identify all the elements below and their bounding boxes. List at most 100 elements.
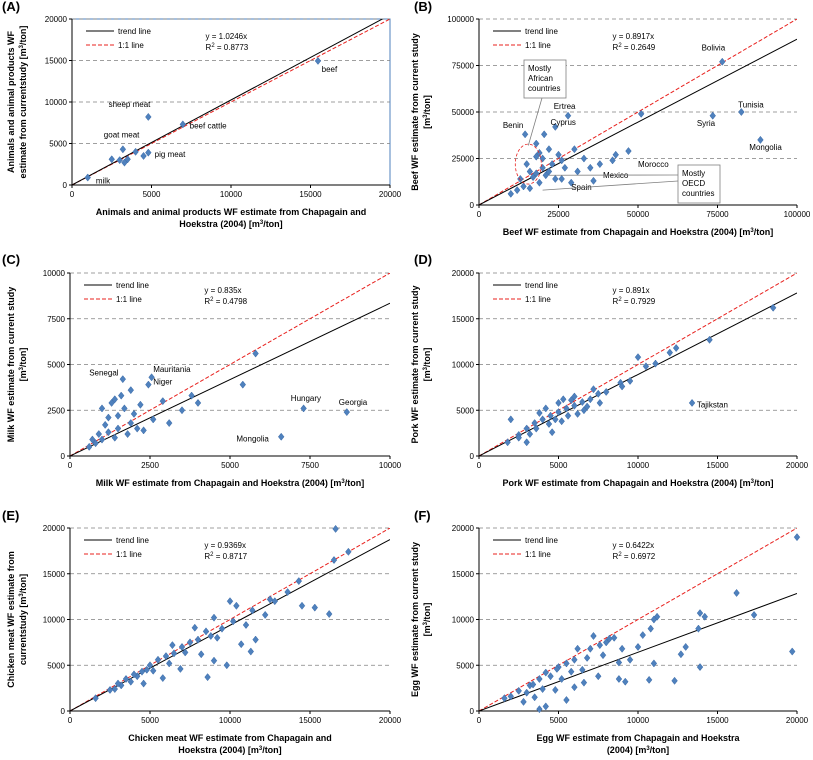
data-point-diamond-marker xyxy=(517,174,524,183)
trend-equation: y = 1.0246x xyxy=(206,32,248,41)
data-point-diamond-marker xyxy=(242,620,250,629)
data-point-diamond-marker xyxy=(547,672,554,681)
data-point-diamond-marker xyxy=(696,663,704,672)
data-point-diamond-marker xyxy=(596,398,604,407)
data-point-diamond-marker xyxy=(197,650,205,659)
data-point-diamond-marker xyxy=(750,610,758,619)
point-annotation: Georgia xyxy=(339,398,368,407)
data-point-diamond-marker xyxy=(105,413,112,422)
data-point-diamond-marker xyxy=(579,398,586,407)
y-tick-label: 75000 xyxy=(452,62,475,71)
point-annotation: Mauritania xyxy=(153,365,191,374)
point-annotation: Bolivia xyxy=(702,44,726,53)
callout-text: African xyxy=(528,74,553,83)
data-point-diamond-marker xyxy=(580,406,588,415)
panel-label: (D) xyxy=(414,252,432,267)
data-point-diamond-marker xyxy=(612,150,619,159)
data-point-diamond-marker xyxy=(647,624,654,633)
y-axis-label: Pork WF estimate from current study xyxy=(410,285,420,443)
data-point-diamond-marker xyxy=(114,424,122,433)
data-point-diamond-marker xyxy=(271,597,279,606)
data-point-diamond-marker xyxy=(533,169,540,178)
data-point-diamond-marker xyxy=(314,56,322,65)
y-tick-label: 10000 xyxy=(452,616,475,625)
data-point-diamond-marker xyxy=(188,391,195,400)
data-point-diamond-marker xyxy=(127,677,135,686)
data-point-diamond-marker xyxy=(574,409,581,418)
data-point-diamond-marker xyxy=(121,404,128,413)
data-point-diamond-marker xyxy=(625,147,632,156)
y-tick-label: 0 xyxy=(470,201,475,210)
data-point-diamond-marker xyxy=(194,398,202,407)
data-point-diamond-marker xyxy=(650,659,658,668)
y-axis-label: [m3/ton] xyxy=(18,348,28,382)
x-tick-label: 20000 xyxy=(786,716,809,725)
y-axis-label: Milk WF estimate from current study xyxy=(6,287,16,443)
trend-line xyxy=(70,539,390,711)
data-point-diamond-marker xyxy=(178,406,186,415)
data-point-diamond-marker xyxy=(229,617,237,626)
data-point-diamond-marker xyxy=(558,156,565,165)
y-tick-label: 5000 xyxy=(456,406,474,415)
data-point-diamond-marker xyxy=(626,376,634,385)
y-tick-label: 20000 xyxy=(452,524,475,533)
data-point-diamond-marker xyxy=(599,651,607,660)
panel-label: (E) xyxy=(2,508,19,523)
data-point-diamond-marker xyxy=(650,615,658,624)
trend-line xyxy=(72,19,384,185)
trend-line xyxy=(70,302,390,456)
data-point-diamond-marker xyxy=(108,398,115,407)
data-point-diamond-marker xyxy=(523,438,530,447)
data-point-diamond-marker xyxy=(564,111,572,120)
point-annotation: milk xyxy=(96,176,111,185)
data-point-diamond-marker xyxy=(696,609,704,618)
panel-label: (B) xyxy=(414,0,432,14)
data-point-diamond-marker xyxy=(177,664,184,673)
x-tick-label: 0 xyxy=(68,716,73,725)
y-tick-label: 5000 xyxy=(47,661,65,670)
one-to-one-line xyxy=(479,528,797,711)
chart-panel: 0 5000 10000 15000 20000 0 5000 10000 15000 20000… xyxy=(2,508,402,755)
data-point-diamond-marker xyxy=(105,428,112,437)
callout-leader xyxy=(542,180,679,191)
data-point-diamond-marker xyxy=(618,644,626,653)
data-point-diamond-marker xyxy=(122,674,130,683)
data-point-diamond-marker xyxy=(571,401,578,410)
data-point-diamond-marker xyxy=(138,667,146,676)
data-point-diamond-marker xyxy=(677,650,685,659)
data-point-diamond-marker xyxy=(548,428,556,437)
data-point-diamond-marker xyxy=(207,631,215,640)
x-axis-label: Egg WF estimate from Chapagain and Hoeks… xyxy=(536,733,740,743)
callout-leader xyxy=(527,97,543,146)
data-point-diamond-marker xyxy=(520,697,527,706)
trend-equation: y = 0.9369x xyxy=(204,541,246,550)
data-point-diamond-marker xyxy=(145,148,152,157)
data-point-diamond-marker xyxy=(191,623,199,632)
y-tick-label: 7500 xyxy=(47,315,65,324)
r-squared: R2 = 0.4798 xyxy=(204,297,247,306)
data-point-diamond-marker xyxy=(552,122,559,131)
point-annotation: beef xyxy=(322,65,338,74)
data-point-diamond-marker xyxy=(688,398,696,407)
data-point-diamond-marker xyxy=(587,644,594,653)
data-point-diamond-marker xyxy=(545,145,553,154)
data-point-diamond-marker xyxy=(526,430,534,439)
x-axis-label: Pork WF estimate from Chapagain and Hoek… xyxy=(503,478,774,488)
data-point-diamond-marker xyxy=(121,158,128,167)
x-tick-label: 5000 xyxy=(221,461,239,470)
data-point-diamond-marker xyxy=(536,178,543,187)
trend-line xyxy=(479,593,797,711)
data-point-diamond-marker xyxy=(738,107,745,117)
data-point-diamond-marker xyxy=(85,442,93,451)
legend-label-trend: trend line xyxy=(118,27,151,36)
data-point-diamond-marker xyxy=(521,130,529,139)
chart-panel: 0 5000 10000 15000 20000 0 5000 10000 15000 20000… xyxy=(410,508,809,755)
y-tick-label: 10000 xyxy=(45,98,68,107)
data-point-diamond-marker xyxy=(706,335,713,344)
y-tick-label: 15000 xyxy=(45,57,68,66)
chart-panel: 0 5000 10000 15000 20000 0 5000 10000 15000 20000… xyxy=(2,0,402,229)
legend-label-trend: trend line xyxy=(525,27,558,36)
data-point-diamond-marker xyxy=(555,408,562,417)
data-point-diamond-marker xyxy=(596,160,604,169)
